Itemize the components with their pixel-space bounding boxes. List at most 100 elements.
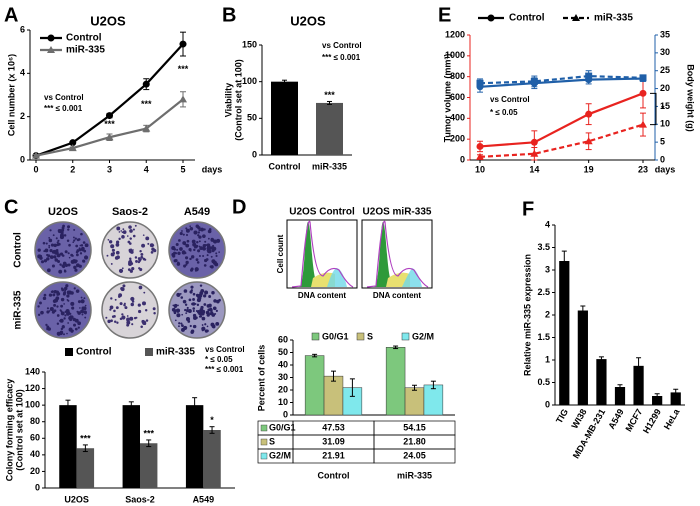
- colony: [133, 316, 137, 320]
- error-bar: [331, 370, 336, 382]
- colony: [184, 308, 187, 312]
- colony: [121, 235, 125, 239]
- colony: [199, 246, 204, 250]
- colony: [192, 292, 196, 296]
- colony: [66, 332, 68, 335]
- colony: [73, 265, 77, 270]
- tick-label: 1: [545, 354, 550, 364]
- colony: [134, 256, 138, 259]
- legend-swatch: [356, 332, 365, 341]
- colony: [190, 330, 194, 334]
- significance: ***: [143, 428, 154, 438]
- colony: [81, 249, 84, 252]
- colony: [193, 324, 197, 329]
- colony: [63, 234, 67, 237]
- bar: [122, 405, 140, 488]
- colony: [115, 240, 120, 244]
- colony: [198, 235, 202, 239]
- colony: [80, 296, 83, 299]
- bar: [559, 261, 570, 405]
- tick-label: 1000: [445, 50, 465, 60]
- colony: [180, 322, 183, 325]
- colony: [68, 317, 71, 320]
- colony: [108, 240, 113, 244]
- colony: [112, 251, 116, 255]
- tick-label: 400: [450, 113, 465, 123]
- colony: [67, 299, 70, 302]
- colony: [63, 317, 66, 320]
- colony: [181, 230, 183, 232]
- colony: [209, 307, 213, 311]
- colony: [110, 297, 113, 300]
- colony: [80, 309, 84, 314]
- colony: [179, 247, 183, 251]
- tick-label: 800: [450, 71, 465, 81]
- colony: [129, 237, 132, 240]
- colony: [194, 302, 197, 305]
- legend-label: Control: [66, 33, 102, 44]
- colony: [60, 327, 64, 331]
- annotation: vs Control: [44, 93, 84, 102]
- tick-label: 20: [278, 384, 288, 394]
- colony: [69, 327, 72, 330]
- colony: [49, 255, 54, 259]
- colony: [47, 268, 51, 273]
- colony: [140, 252, 144, 256]
- fit: [291, 220, 354, 288]
- point: [487, 14, 495, 22]
- colony: [185, 234, 189, 237]
- tick-label: 40: [278, 359, 288, 369]
- colony: [130, 302, 135, 307]
- colony: [190, 267, 194, 271]
- colony: [56, 331, 61, 336]
- x-tick-label: 4: [144, 164, 149, 174]
- table-swatch: [260, 452, 268, 460]
- colony: [45, 242, 48, 245]
- colony: [56, 293, 59, 296]
- colony: [185, 260, 189, 265]
- axis-title: Colony forming efficacy: [4, 379, 14, 482]
- colony: [52, 293, 56, 297]
- colony: [204, 258, 208, 263]
- tick-label: 2: [20, 111, 25, 121]
- colony: [113, 320, 117, 323]
- point: [105, 133, 114, 141]
- table-swatch: [260, 438, 268, 446]
- colony: [196, 303, 200, 307]
- colony: [111, 315, 115, 318]
- colony: [80, 299, 85, 304]
- colony: [188, 298, 192, 302]
- colony: [115, 243, 120, 247]
- tick-label: 600: [450, 92, 465, 102]
- colony: [185, 243, 190, 248]
- colony: [191, 302, 196, 306]
- colony: [204, 240, 207, 243]
- colony: [63, 303, 65, 305]
- colony: [61, 264, 65, 268]
- colony: [173, 304, 178, 309]
- significance: ***: [178, 64, 189, 74]
- colony: [75, 244, 79, 248]
- error-bar: [65, 399, 71, 411]
- colony: [141, 301, 147, 306]
- axis-title: DNA content: [298, 291, 346, 300]
- colony: [110, 306, 113, 309]
- colony: [73, 323, 77, 327]
- colony: [106, 254, 109, 257]
- colony: [143, 321, 147, 326]
- colony: [64, 270, 67, 273]
- colony: [145, 236, 150, 241]
- colony: [60, 230, 64, 234]
- colony: [66, 294, 70, 298]
- colony: [79, 307, 81, 309]
- g1-peak: [299, 222, 317, 287]
- tick-label: 120: [25, 383, 40, 393]
- colony: [216, 299, 220, 304]
- colony: [171, 307, 176, 312]
- colony: [196, 261, 200, 264]
- colony: [116, 226, 121, 231]
- colony: [177, 251, 181, 255]
- legend-swatch: [311, 332, 320, 341]
- colony: [48, 237, 51, 239]
- point: [530, 149, 539, 157]
